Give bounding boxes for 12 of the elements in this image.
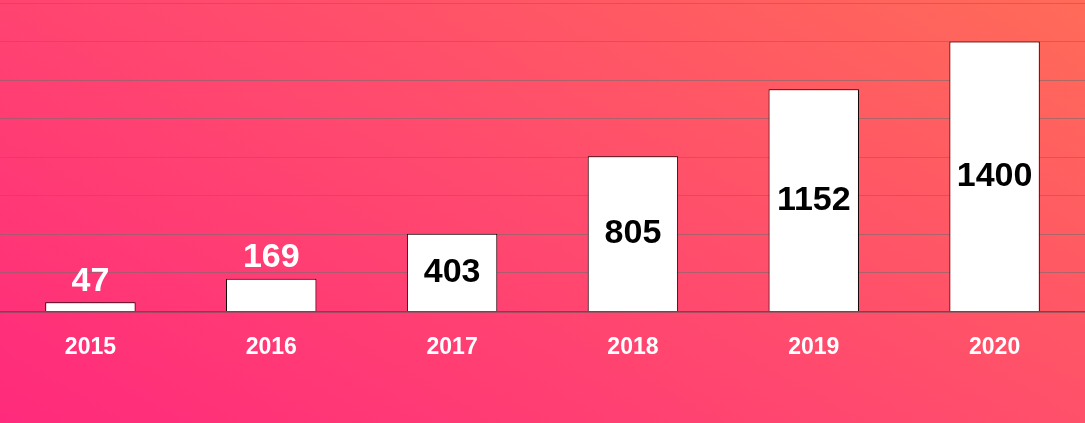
data-label: 169 bbox=[242, 236, 300, 275]
data-label: 403 bbox=[423, 250, 481, 289]
x-tick-label: 2017 bbox=[426, 332, 478, 359]
data-label: 1152 bbox=[776, 178, 851, 217]
x-tick-label: 2015 bbox=[64, 332, 117, 359]
x-tick-label: 2020 bbox=[969, 332, 1021, 359]
data-label: 805 bbox=[604, 211, 662, 250]
x-tick-label: 2018 bbox=[607, 332, 659, 359]
data-label: 1400 bbox=[956, 154, 1033, 193]
x-tick-label: 2016 bbox=[245, 332, 297, 359]
data-label: 47 bbox=[71, 259, 110, 298]
x-tick-label: 2019 bbox=[788, 332, 840, 359]
